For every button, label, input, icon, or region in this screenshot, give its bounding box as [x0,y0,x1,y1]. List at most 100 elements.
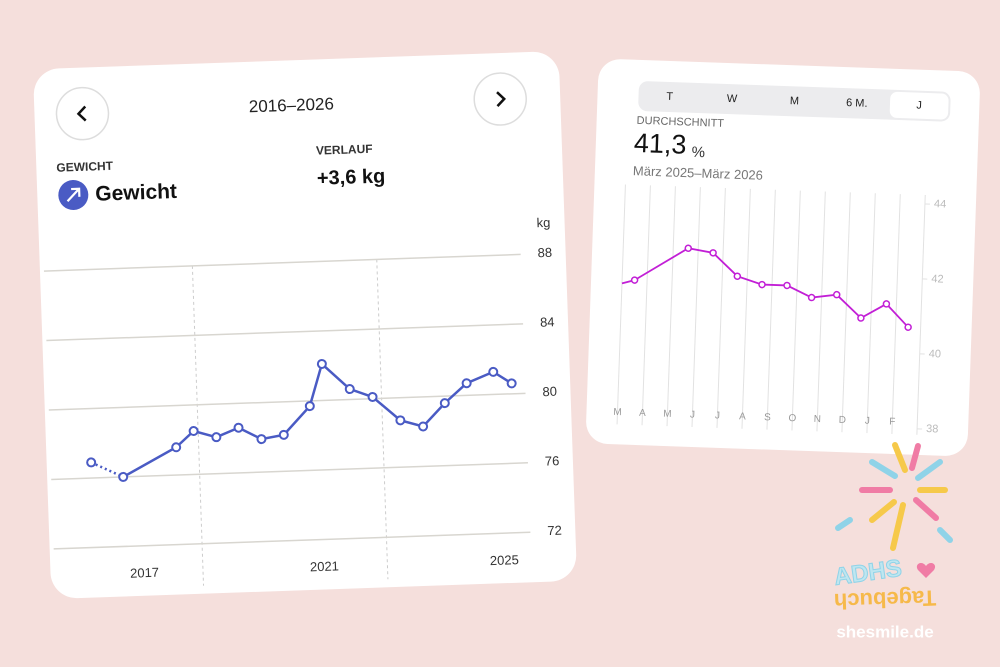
point [188,426,199,437]
point [461,378,472,389]
ray [913,497,939,521]
x-tick-label: 2021 [310,558,339,574]
heart [916,563,936,578]
x-tick-label: S [764,412,771,423]
grid-line [46,323,524,342]
y-tick-label: 88 [537,245,552,260]
site: shesmile.de [836,622,933,641]
logo-bottom: Tagebuch [834,585,937,614]
point [395,415,406,426]
grid-line [48,392,526,411]
grid-line [791,190,801,431]
point [367,391,378,402]
point [733,272,742,280]
grid-line [691,187,701,427]
y-tick-label: 42 [931,273,944,285]
point [783,281,791,290]
x-tick-label: D [839,415,847,426]
grid-line [641,185,651,426]
logo: ADHS Tagebuch shesmile.de [832,442,953,641]
x-tick-label: O [788,413,796,424]
metric: Gewicht [95,180,177,206]
grid-line [766,189,776,430]
point [684,244,692,252]
ray [869,499,897,523]
point [709,249,717,257]
point [171,442,182,453]
tab-bar [638,81,951,122]
y-tick-label: 44 [934,198,947,210]
x-tick-label: 2025 [490,552,519,568]
x-tick-label: 2017 [130,565,159,581]
grid-line [53,531,531,550]
change-label: VERLAUF [316,142,373,158]
point [832,290,841,299]
grid-line [666,186,676,427]
y-tick-label: 84 [540,314,555,329]
change: +3,6 kg [317,165,386,189]
tab[interactable]: W [727,93,738,105]
card [33,51,577,599]
point [256,434,267,445]
point [807,293,816,302]
point [488,366,499,377]
grid-line [741,188,751,429]
x-tick-label: A [639,408,646,419]
trend-arrow [66,187,81,202]
line [621,247,909,328]
x-tick-label: J [690,410,695,421]
point [278,429,289,440]
stat-label: DURCHSCHNITT [636,115,724,130]
point [344,384,355,395]
point [439,398,450,409]
point [418,421,429,432]
divider-line [191,265,205,586]
stat-value: 41,3 [633,128,687,160]
grid-line [51,462,528,481]
weight-panel: 2016–2026 GEWICHT Gewicht VERLAUF +3,6 k… [33,51,577,599]
grid-line [716,187,726,428]
subtitle: März 2025–März 2026 [633,163,764,183]
grid-line [616,184,626,425]
point [304,401,315,412]
point [758,280,766,289]
tab[interactable]: T [666,91,673,103]
grid-line [43,253,521,272]
point [211,432,222,443]
card [586,59,980,456]
tab[interactable]: M [790,95,800,107]
ray [835,517,853,531]
grid-line [841,192,851,433]
x-tick-label: M [663,409,672,420]
point [857,314,865,322]
y-tick-label: 38 [926,423,939,435]
point [118,471,129,482]
x-tick-label: A [739,411,746,422]
ray [915,459,943,481]
y-tick-label: 40 [928,348,941,360]
tab-selected [889,91,949,120]
x-tick-label: J [865,416,870,427]
x-tick-label: F [889,416,895,427]
chart-title: 2016–2026 [248,94,334,116]
x-tick-label: M [613,407,622,418]
point [86,457,97,468]
tab[interactable]: J [916,100,922,112]
prev-button[interactable] [55,86,110,141]
y-tick-label: 72 [547,523,562,538]
y-tick-label: 76 [545,453,560,468]
point [506,378,517,389]
next-button[interactable] [473,72,527,126]
x-tick-label: J [715,410,720,421]
next-icon [496,91,506,108]
y-unit: kg [536,215,550,230]
y-tick-label: 80 [542,384,557,399]
grid-line [916,194,926,435]
prev-icon [76,105,87,122]
tab[interactable]: 6 M. [846,97,868,110]
stick [890,502,906,551]
point [233,422,244,433]
fat-panel: DURCHSCHNITT 41,3 % März 2025–März 2026 … [586,59,980,456]
